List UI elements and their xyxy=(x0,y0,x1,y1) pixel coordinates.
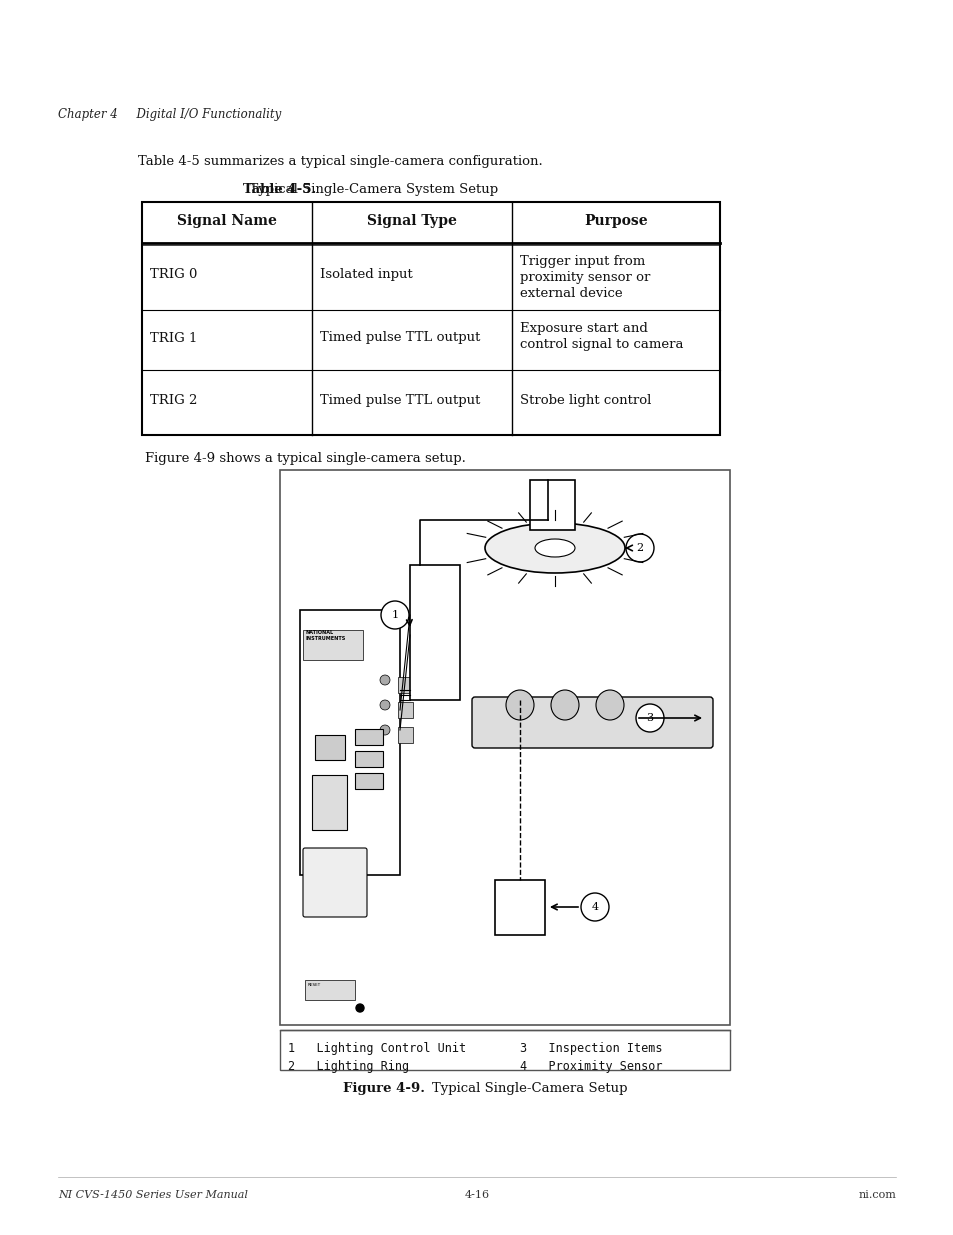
Bar xyxy=(280,471,729,1025)
Text: Exposure start and: Exposure start and xyxy=(519,322,647,335)
Text: Typical Single-Camera System Setup: Typical Single-Camera System Setup xyxy=(241,183,498,196)
Text: TRIG 0: TRIG 0 xyxy=(150,268,197,282)
Bar xyxy=(142,203,720,435)
Text: 4-16: 4-16 xyxy=(464,1191,489,1200)
Text: Figure 4-9 shows a typical single-camera setup.: Figure 4-9 shows a typical single-camera… xyxy=(145,452,465,466)
Bar xyxy=(397,701,413,718)
Text: 2: 2 xyxy=(636,543,643,553)
Circle shape xyxy=(379,700,390,710)
Bar xyxy=(299,610,399,876)
Circle shape xyxy=(625,534,654,562)
Text: Timed pulse TTL output: Timed pulse TTL output xyxy=(319,394,480,408)
FancyBboxPatch shape xyxy=(303,848,367,918)
Text: Strobe light control: Strobe light control xyxy=(519,394,651,408)
Ellipse shape xyxy=(484,522,624,573)
Text: control signal to camera: control signal to camera xyxy=(519,338,682,351)
Text: NI CVS-1450 Series User Manual: NI CVS-1450 Series User Manual xyxy=(58,1191,248,1200)
Ellipse shape xyxy=(535,538,575,557)
Text: NATIONAL
INSTRUMENTS: NATIONAL INSTRUMENTS xyxy=(306,630,346,641)
Circle shape xyxy=(580,893,608,921)
Text: Chapter 4     Digital I/O Functionality: Chapter 4 Digital I/O Functionality xyxy=(58,107,281,121)
Bar xyxy=(495,881,544,935)
Text: 3   Inspection Items: 3 Inspection Items xyxy=(519,1042,661,1055)
Text: Table 4-5 summarizes a typical single-camera configuration.: Table 4-5 summarizes a typical single-ca… xyxy=(137,156,542,168)
Text: Timed pulse TTL output: Timed pulse TTL output xyxy=(319,331,480,345)
Text: Signal Name: Signal Name xyxy=(177,214,276,227)
Bar xyxy=(314,735,345,760)
Text: ni.com: ni.com xyxy=(858,1191,895,1200)
Bar xyxy=(280,1030,729,1070)
Text: Trigger input from: Trigger input from xyxy=(519,254,644,268)
Text: Purpose: Purpose xyxy=(583,214,647,227)
Circle shape xyxy=(355,1004,364,1011)
Bar xyxy=(410,564,459,700)
Text: Table 4-5.: Table 4-5. xyxy=(243,183,316,196)
Bar xyxy=(305,981,355,1000)
Bar xyxy=(530,480,575,530)
Text: 2   Lighting Ring: 2 Lighting Ring xyxy=(288,1060,409,1073)
FancyBboxPatch shape xyxy=(472,697,712,748)
Text: proximity sensor or: proximity sensor or xyxy=(519,270,650,284)
Text: 4: 4 xyxy=(591,902,598,911)
Circle shape xyxy=(379,725,390,735)
Circle shape xyxy=(379,676,390,685)
Text: TRIG 2: TRIG 2 xyxy=(150,394,197,408)
Circle shape xyxy=(636,704,663,732)
Circle shape xyxy=(380,601,409,629)
Text: RESET: RESET xyxy=(308,983,321,987)
Bar xyxy=(312,776,347,830)
Text: 1: 1 xyxy=(391,610,398,620)
Text: 3: 3 xyxy=(646,713,653,722)
Text: Typical Single-Camera Setup: Typical Single-Camera Setup xyxy=(432,1082,627,1095)
Bar xyxy=(397,727,413,743)
Bar xyxy=(397,677,413,693)
Text: TRIG 1: TRIG 1 xyxy=(150,331,197,345)
Text: Signal Type: Signal Type xyxy=(367,214,456,227)
Bar xyxy=(355,751,382,767)
Ellipse shape xyxy=(596,690,623,720)
Text: external device: external device xyxy=(519,287,622,300)
Ellipse shape xyxy=(505,690,534,720)
Text: Isolated input: Isolated input xyxy=(319,268,413,282)
Text: 1   Lighting Control Unit: 1 Lighting Control Unit xyxy=(288,1042,466,1055)
Ellipse shape xyxy=(551,690,578,720)
Bar xyxy=(355,729,382,745)
Text: Figure 4-9.: Figure 4-9. xyxy=(343,1082,430,1095)
Bar xyxy=(303,630,363,659)
Bar xyxy=(355,773,382,789)
Text: 4   Proximity Sensor: 4 Proximity Sensor xyxy=(519,1060,661,1073)
